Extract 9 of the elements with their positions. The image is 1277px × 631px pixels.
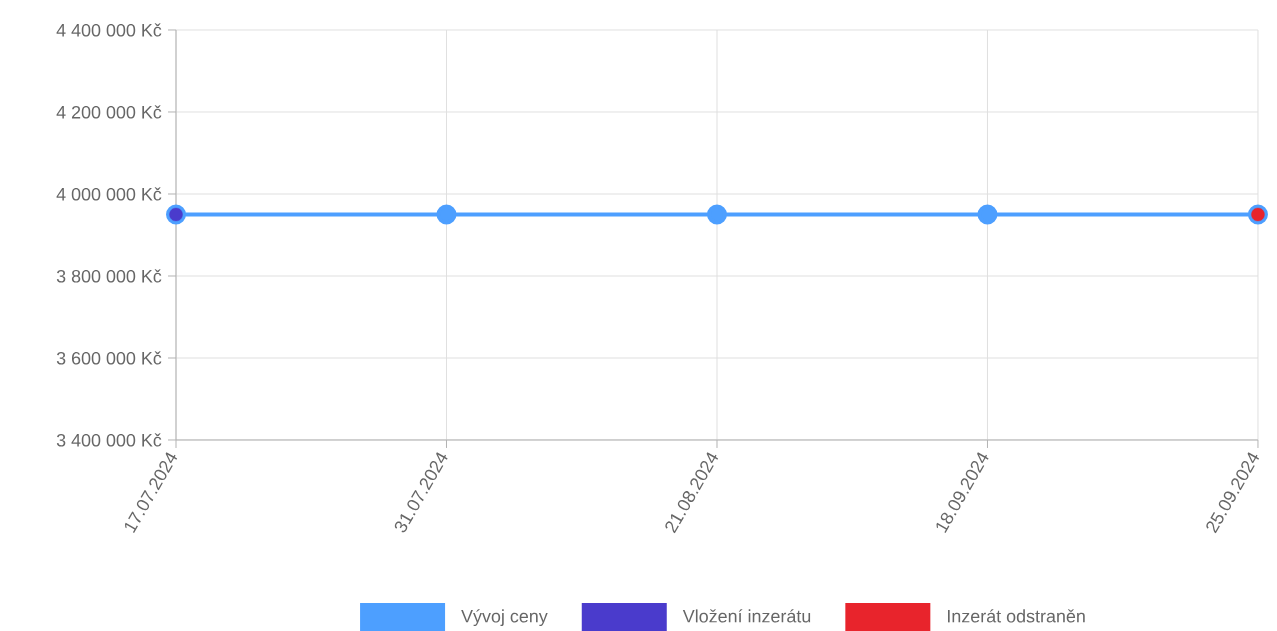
y-tick-label: 3 400 000 Kč xyxy=(56,433,162,447)
y-tick-label: 3 600 000 Kč xyxy=(56,351,162,365)
y-tick-label: 4 000 000 Kč xyxy=(56,187,162,201)
legend-label: Vložení inzerátu xyxy=(682,609,811,623)
y-tick-label: 4 200 000 Kč xyxy=(56,105,162,119)
legend-label: Vývoj ceny xyxy=(461,609,548,627)
legend-label: Inzerát odstraněn xyxy=(947,609,1085,623)
y-tick-label: 3 800 000 Kč xyxy=(56,269,162,283)
y-tick-label: 4 400 000 Kč xyxy=(56,23,162,37)
